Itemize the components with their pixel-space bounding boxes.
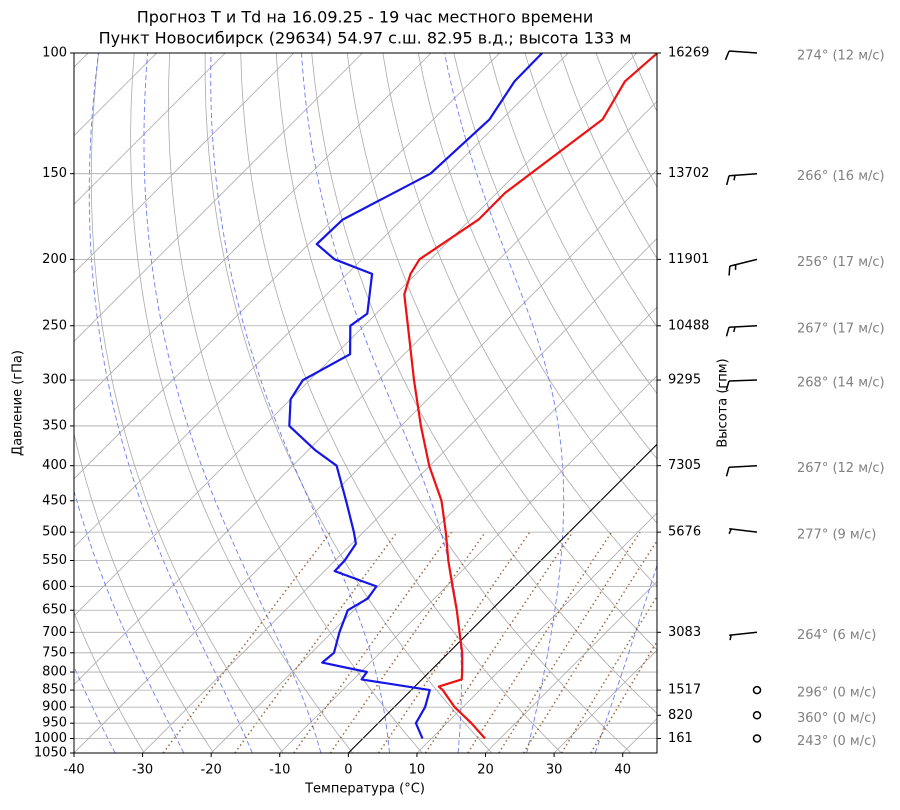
y2-tick-label: 13702 — [668, 166, 709, 181]
x-tick-label: -30 — [132, 763, 153, 778]
y-tick-label: 200 — [42, 252, 67, 267]
y-axis-label: Давление (гПа) — [11, 350, 26, 456]
y-tick-label: 400 — [42, 458, 67, 473]
y2-tick-label: 7305 — [668, 458, 701, 473]
y-tick-label: 1000 — [34, 731, 67, 746]
y-tick-label: 700 — [42, 625, 67, 640]
y2-tick-label: 5676 — [668, 525, 701, 540]
wind-label: 266° (16 м/с) — [797, 169, 885, 184]
wind-label: 256° (17 м/с) — [797, 255, 885, 270]
y-tick-label: 550 — [42, 553, 67, 568]
wind-label: 268° (14 м/с) — [797, 376, 885, 391]
y-tick-label: 100 — [42, 46, 67, 61]
y-tick-label: 950 — [42, 716, 67, 731]
chart-subtitle: Пункт Новосибирск (29634) 54.97 с.ш. 82.… — [99, 29, 632, 48]
y2-axis-label: Высота (гпм) — [716, 358, 731, 447]
y-tick-label: 900 — [42, 700, 67, 715]
wind-label: 277° (9 м/с) — [797, 528, 876, 543]
y-tick-label: 850 — [42, 683, 67, 698]
chart-title: Прогноз T и Td на 16.09.25 - 19 час мест… — [137, 8, 593, 27]
wind-label: 296° (0 м/с) — [797, 686, 876, 701]
wind-label: 360° (0 м/с) — [797, 711, 876, 726]
wind-label: 243° (0 м/с) — [797, 734, 876, 749]
y2-tick-label: 10488 — [668, 318, 709, 333]
y-tick-label: 750 — [42, 645, 67, 660]
wind-label: 267° (17 м/с) — [797, 321, 885, 336]
y2-tick-label: 3083 — [668, 625, 701, 640]
y-tick-label: 350 — [42, 418, 67, 433]
x-tick-label: -10 — [269, 763, 290, 778]
y2-tick-label: 1517 — [668, 683, 701, 698]
wind-label: 264° (6 м/с) — [797, 628, 876, 643]
x-tick-label: -20 — [201, 763, 222, 778]
y2-tick-label: 16269 — [668, 46, 709, 61]
y-tick-label: 450 — [42, 493, 67, 508]
y-tick-label: 1050 — [34, 746, 67, 761]
x-tick-label: 10 — [409, 763, 426, 778]
y-tick-label: 500 — [42, 525, 67, 540]
y2-tick-label: 11901 — [668, 252, 709, 267]
y-tick-label: 250 — [42, 318, 67, 333]
x-axis-label: Температура (°C) — [304, 782, 425, 797]
y-tick-label: 650 — [42, 603, 67, 618]
y-tick-label: 800 — [42, 665, 67, 680]
x-tick-label: 0 — [344, 763, 352, 778]
y-tick-label: 600 — [42, 579, 67, 594]
x-tick-label: -40 — [63, 763, 84, 778]
y2-tick-label: 820 — [668, 708, 693, 723]
wind-label: 274° (12 м/с) — [797, 49, 885, 64]
x-tick-label: 20 — [477, 763, 494, 778]
y-tick-label: 300 — [42, 373, 67, 388]
x-tick-label: 30 — [546, 763, 563, 778]
y-tick-label: 150 — [42, 166, 67, 181]
x-tick-label: 40 — [614, 763, 631, 778]
y2-tick-label: 9295 — [668, 373, 701, 388]
wind-label: 267° (12 м/с) — [797, 461, 885, 476]
y2-tick-label: 161 — [668, 731, 693, 746]
